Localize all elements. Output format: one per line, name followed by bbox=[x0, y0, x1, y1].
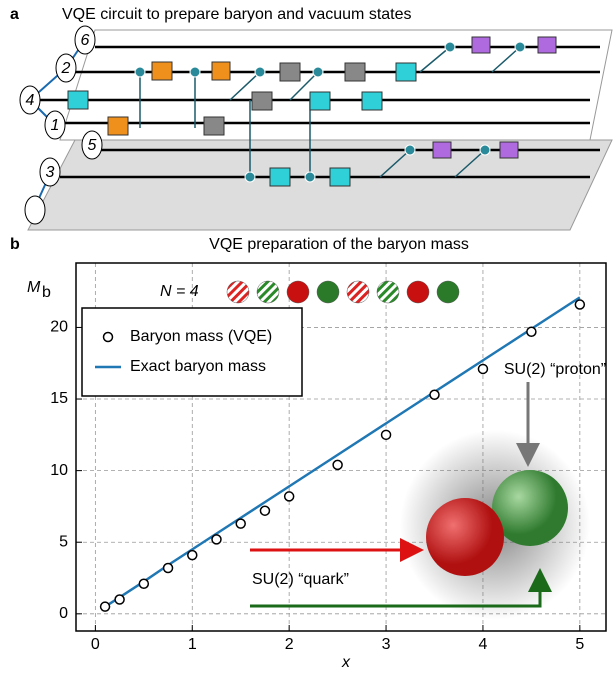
qubit bbox=[19, 85, 41, 115]
qubit-label: 4 bbox=[26, 92, 35, 109]
y-tick-label: 15 bbox=[50, 390, 68, 407]
y-tick-label: 5 bbox=[59, 533, 68, 550]
data-point bbox=[138, 578, 150, 589]
qubit bbox=[44, 110, 66, 140]
plane-lower bbox=[27, 139, 613, 231]
qubit bbox=[81, 130, 103, 160]
ball bbox=[492, 470, 568, 546]
y-tick-label: 0 bbox=[59, 605, 68, 622]
y-axis-label: M bbox=[27, 279, 41, 296]
qubit bbox=[74, 25, 96, 55]
flavor-ball bbox=[406, 280, 430, 304]
qubit-label: 5 bbox=[88, 137, 97, 154]
data-point bbox=[477, 363, 489, 375]
x-tick-label: 2 bbox=[285, 636, 294, 653]
qubit-label: 2 bbox=[61, 60, 71, 77]
flavor-ball bbox=[376, 280, 400, 304]
x-tick-label: 3 bbox=[382, 636, 391, 653]
x-axis-label: x bbox=[341, 654, 351, 671]
legend-label: Baryon mass (VQE) bbox=[130, 328, 272, 345]
data-point bbox=[283, 491, 295, 502]
data-point bbox=[380, 429, 392, 441]
data-point bbox=[526, 326, 537, 337]
flavor-ball bbox=[346, 280, 370, 304]
line bbox=[104, 296, 581, 608]
arrow bbox=[250, 568, 552, 608]
flavor-ball bbox=[286, 280, 310, 304]
x-tick-label: 1 bbox=[188, 636, 197, 653]
ball bbox=[426, 498, 504, 576]
y-tick-label: 10 bbox=[50, 462, 68, 479]
qubit bbox=[55, 53, 77, 83]
qubit-label: 1 bbox=[51, 117, 60, 134]
data-point bbox=[187, 549, 198, 561]
data-point bbox=[259, 505, 271, 516]
legend-label: Exact baryon mass bbox=[130, 358, 266, 375]
flavor-ball bbox=[436, 280, 460, 304]
x-tick-label: 5 bbox=[575, 636, 584, 653]
flavor-ball bbox=[316, 280, 340, 304]
plot-frame bbox=[75, 262, 607, 632]
connectors bbox=[139, 46, 521, 178]
legend-marker bbox=[102, 331, 114, 343]
legend bbox=[81, 307, 303, 397]
qubit-label: 6 bbox=[81, 32, 90, 49]
x-tick-label: 0 bbox=[91, 636, 100, 653]
control-dots bbox=[134, 41, 526, 183]
annotation: N = 4 bbox=[160, 283, 199, 300]
data-point bbox=[332, 459, 343, 471]
panel-label: b bbox=[10, 236, 20, 253]
data-point bbox=[429, 389, 440, 400]
annotation: SU(2) “quark” bbox=[252, 571, 349, 588]
annotation: SU(2) “proton” bbox=[504, 361, 606, 378]
x-tick-label: 4 bbox=[478, 636, 487, 653]
panel-label: a bbox=[10, 6, 19, 23]
data-point bbox=[99, 601, 111, 612]
qubit bbox=[39, 157, 61, 187]
y-tick-label: 20 bbox=[50, 319, 68, 336]
panel-title: VQE circuit to prepare baryon and vacuum… bbox=[62, 6, 412, 23]
y-axis-label-sub: b bbox=[42, 284, 51, 301]
qubit-label: 3 bbox=[46, 164, 55, 181]
flavor-ball bbox=[256, 280, 280, 304]
data-point bbox=[211, 534, 222, 545]
flavor-ball bbox=[226, 280, 250, 304]
gates bbox=[67, 36, 557, 187]
chart-title: VQE preparation of the baryon mass bbox=[209, 236, 469, 253]
data-point bbox=[574, 299, 586, 310]
qubit-empty bbox=[24, 195, 46, 225]
data-point bbox=[114, 594, 125, 605]
panel-a: a VQE circuit to prepare baryon and vacu… bbox=[10, 6, 613, 231]
data-point bbox=[235, 518, 246, 529]
data-point bbox=[162, 562, 174, 574]
